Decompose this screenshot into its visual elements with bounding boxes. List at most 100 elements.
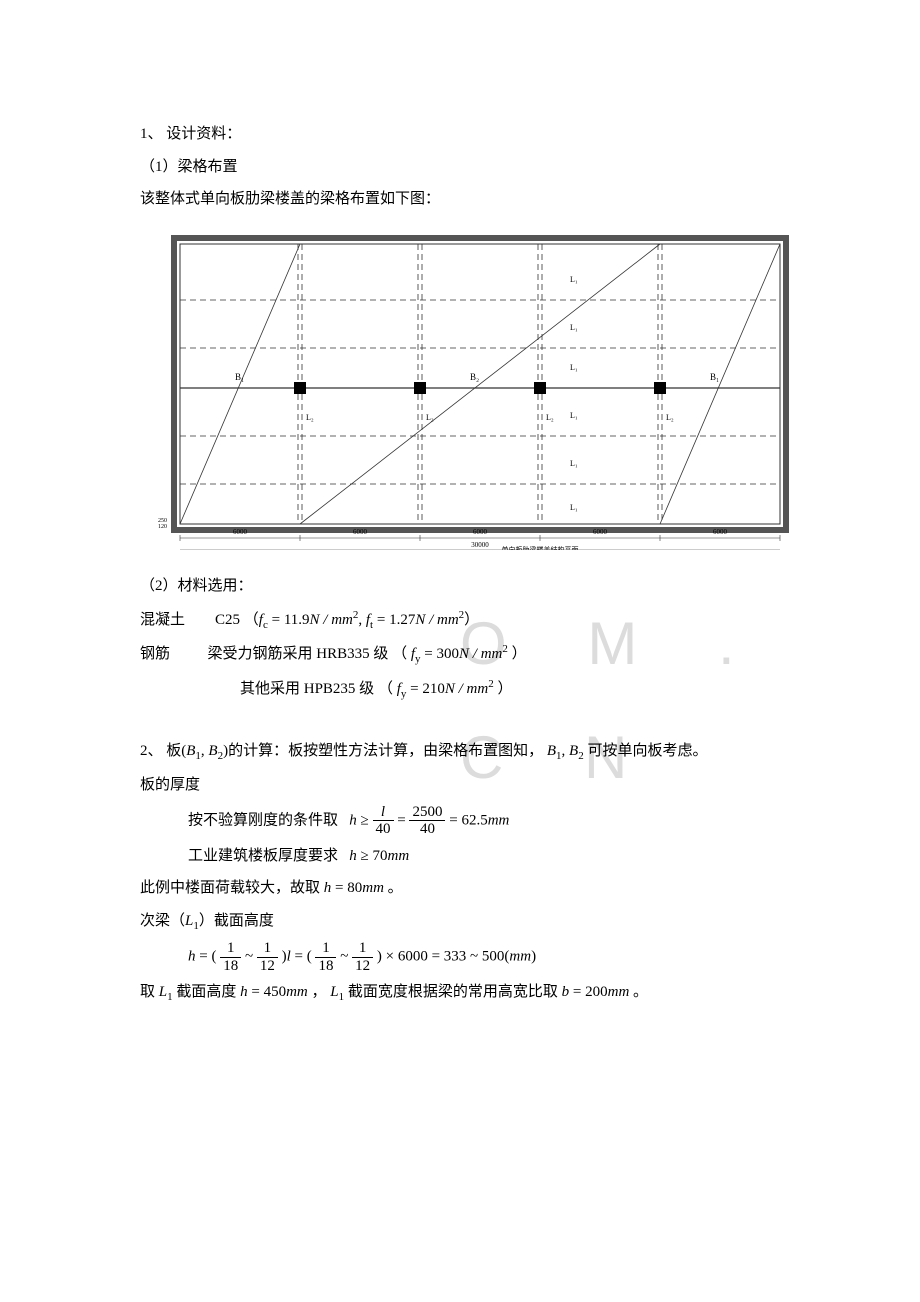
take-pre: 取 bbox=[140, 984, 155, 1000]
svg-text:L₁: L₁ bbox=[570, 323, 578, 332]
spacer bbox=[140, 709, 790, 737]
L-sym3: L bbox=[330, 984, 338, 1000]
h-sym5: h bbox=[240, 984, 248, 1000]
fy-335: 300 bbox=[437, 646, 460, 662]
frac-den1: 40 bbox=[373, 821, 394, 838]
svg-text:6000: 6000 bbox=[233, 528, 248, 536]
ft-sub: t bbox=[370, 619, 373, 631]
svg-text:6000: 6000 bbox=[473, 528, 488, 536]
frac-1-12: 112 bbox=[257, 940, 278, 974]
mm1: mm bbox=[488, 812, 510, 828]
secondary-beam-label: 次梁（L1）截面高度 bbox=[140, 907, 790, 937]
unit2: N / mm bbox=[415, 612, 458, 628]
thick-result: 62.5 bbox=[461, 812, 487, 828]
ft-val: 1.27 bbox=[389, 612, 415, 628]
svg-text:L₂: L₂ bbox=[306, 413, 314, 422]
concrete-grade: C25 bbox=[215, 612, 240, 628]
svg-text:B₂: B₂ bbox=[470, 372, 479, 382]
take-line: 取 L1 截面高度 h = 450mm ， L1 截面宽度根据梁的常用高宽比取 … bbox=[140, 978, 790, 1008]
frac-l40: l40 bbox=[373, 804, 394, 838]
svg-text:B₁: B₁ bbox=[235, 372, 244, 382]
page: 1、 设计资料： （1）梁格布置 该整体式单向板肋梁楼盖的梁格布置如下图： B₁… bbox=[0, 0, 920, 1092]
s2-b2: B bbox=[208, 743, 217, 759]
s2-mid: )的计算：板按塑性方法计算，由梁格布置图知， bbox=[223, 743, 543, 759]
secondary-beam-formula: h = ( 118 ~ 112 )l = ( 118 ~ 112 ) × 600… bbox=[140, 940, 790, 974]
fy-sub1: y bbox=[415, 653, 421, 665]
fy-235: 210 bbox=[422, 681, 445, 697]
mm6: mm bbox=[608, 984, 630, 1000]
fc-sub: c bbox=[263, 619, 268, 631]
svg-text:L₁: L₁ bbox=[570, 411, 578, 420]
span6000: 6000 bbox=[398, 949, 428, 965]
t1: ~ bbox=[245, 949, 253, 965]
h-sym2: h bbox=[349, 848, 357, 864]
rebar-line-2: 其他采用 HPB235 级 （ fy = 210N / mm2 ） bbox=[140, 674, 790, 705]
rebar-other: 其他采用 HPB235 级 bbox=[240, 681, 374, 697]
ind-val: 70 bbox=[373, 848, 388, 864]
h-sym1: h bbox=[349, 812, 357, 828]
mm4: mm bbox=[509, 949, 531, 965]
fd2: 12 bbox=[257, 958, 278, 975]
fd1: 18 bbox=[220, 958, 241, 975]
sec1-title: 1、 设计资料： bbox=[140, 120, 790, 149]
s2-end: 可按单向板考虑。 bbox=[584, 743, 708, 759]
svg-text:L₂: L₂ bbox=[666, 413, 674, 422]
slab-h: 80 bbox=[347, 880, 362, 896]
t2: ~ bbox=[340, 949, 348, 965]
rlo: 333 bbox=[444, 949, 467, 965]
s2-b2b: B bbox=[569, 743, 578, 759]
svg-text:L₂: L₂ bbox=[546, 413, 554, 422]
h450: 450 bbox=[264, 984, 287, 1000]
frac-num2: 2500 bbox=[409, 804, 445, 822]
thickness-label: 板的厚度 bbox=[140, 771, 790, 800]
ind-req: 工业建筑楼板厚度要求 bbox=[188, 848, 338, 864]
h-sym3: h bbox=[324, 880, 332, 896]
thickness-formula: 按不验算刚度的条件取 h ≥ l40 = 250040 = 62.5mm bbox=[140, 804, 790, 838]
rebar-beam: 梁受力钢筋采用 HRB335 级 bbox=[208, 646, 389, 662]
svg-text:L₂: L₂ bbox=[426, 413, 434, 422]
beam-layout-diagram: B₁B₂B₁L₁L₁L₁L₁L₁L₁L₂L₂L₂L₂25002500250025… bbox=[140, 220, 790, 561]
per2: 。 bbox=[629, 984, 648, 1000]
load-pre: 此例中楼面荷载较大，故取 bbox=[140, 880, 320, 896]
ge2: ≥ bbox=[361, 848, 369, 864]
frac-1-18b: 118 bbox=[315, 940, 336, 974]
svg-text:L₁: L₁ bbox=[570, 459, 578, 468]
b-sym: b bbox=[562, 984, 570, 1000]
mm2: mm bbox=[388, 848, 410, 864]
h-sym4: h bbox=[188, 949, 196, 965]
unit1: N / mm bbox=[310, 612, 353, 628]
unit4: N / mm bbox=[445, 681, 488, 697]
frac-1-18: 118 bbox=[220, 940, 241, 974]
svg-text:6000: 6000 bbox=[593, 528, 608, 536]
L-sym2: L bbox=[159, 984, 167, 1000]
sec2-title: 2、 板(B1, B2)的计算：板按塑性方法计算，由梁格布置图知， B1, B2… bbox=[140, 737, 790, 767]
svg-text:250: 250 bbox=[158, 518, 167, 524]
svg-text:6000: 6000 bbox=[353, 528, 368, 536]
diagram-svg: B₁B₂B₁L₁L₁L₁L₁L₁L₁L₂L₂L₂L₂25002500250025… bbox=[140, 220, 790, 550]
rhi: 500 bbox=[482, 949, 505, 965]
fd4: 12 bbox=[352, 958, 373, 975]
take-mid2: 截面宽度根据梁的常用高宽比取 bbox=[344, 984, 558, 1000]
concrete-label: 混凝土 bbox=[140, 612, 185, 628]
sec1-sub2-title: （2）材料选用： bbox=[140, 572, 790, 601]
mm5: mm bbox=[286, 984, 308, 1000]
sec-pre: 次梁（ bbox=[140, 913, 185, 929]
take-mid: 截面高度 bbox=[173, 984, 237, 1000]
fy-sub2: y bbox=[401, 688, 407, 700]
s2-pre: 2、 板( bbox=[140, 743, 186, 759]
sec1-sub1-title: （1）梁格布置 bbox=[140, 153, 790, 182]
t3: ~ bbox=[470, 949, 478, 965]
unit3: N / mm bbox=[459, 646, 502, 662]
rebar-line-1: 钢筋 梁受力钢筋采用 HRB335 级 （ fy = 300N / mm2 ） bbox=[140, 639, 790, 670]
fn1: 1 bbox=[220, 940, 241, 958]
fn4: 1 bbox=[352, 940, 373, 958]
load-note: 此例中楼面荷载较大，故取 h = 80mm 。 bbox=[140, 874, 790, 903]
rebar-label: 钢筋 bbox=[140, 646, 170, 662]
sec1-sub1-desc: 该整体式单向板肋梁楼盖的梁格布置如下图： bbox=[140, 185, 790, 214]
svg-text:单向板肋梁楼盖结构平面: 单向板肋梁楼盖结构平面 bbox=[502, 545, 579, 550]
ge1: ≥ bbox=[361, 812, 369, 828]
svg-text:L₁: L₁ bbox=[570, 503, 578, 512]
fc-val: 11.9 bbox=[284, 612, 310, 628]
svg-text:L₁: L₁ bbox=[570, 363, 578, 372]
frac-den2: 40 bbox=[409, 821, 445, 838]
